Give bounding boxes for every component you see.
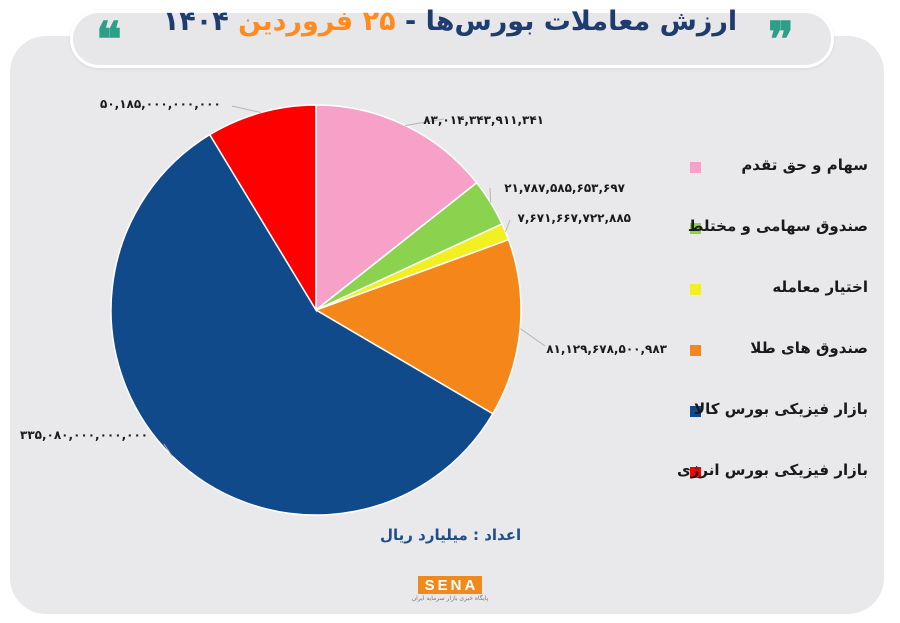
title-date: ۲۵ فروردین <box>238 6 396 37</box>
leader-line <box>163 443 173 457</box>
legend-item-stocks: سهام و حق تقدم <box>690 152 880 213</box>
legend: سهام و حق تقدم صندوق سهامی و مختلط اختیا… <box>677 152 880 518</box>
leader-line <box>505 219 511 232</box>
title-main: ارزش معاملات بورس‌ها - <box>395 6 738 37</box>
legend-swatch <box>690 223 701 234</box>
legend-swatch <box>690 284 701 295</box>
legend-item-energy-exchange: بازار فیزیکی بورس انرژی <box>677 457 880 518</box>
legend-swatch <box>690 406 701 417</box>
chart-title: ارزش معاملات بورس‌ها - ۲۵ فروردین ۱۴۰۴ <box>0 6 900 37</box>
legend-label: بازار فیزیکی بورس انرژی <box>676 461 868 479</box>
data-label: ۸۳,۰۱۴,۳۴۳,۹۱۱,۳۴۱ <box>423 113 544 127</box>
leader-line <box>519 328 546 347</box>
data-label: ۸۱,۱۲۹,۶۷۸,۵۰۰,۹۸۳ <box>546 342 667 356</box>
data-label: ۵۰,۱۸۵,۰۰۰,۰۰۰,۰۰۰ <box>100 97 221 111</box>
legend-item-gold-funds: صندوق های طلا <box>690 335 880 396</box>
legend-label: صندوق های طلا <box>750 339 868 357</box>
title-banner <box>70 10 834 68</box>
leader-line <box>489 187 492 203</box>
legend-swatch <box>690 467 701 478</box>
quote-close-icon: ❞ <box>768 12 794 68</box>
logo-wordmark: SENA <box>417 576 483 594</box>
data-label: ۳۳۵,۰۸۰,۰۰۰,۰۰۰,۰۰۰ <box>20 428 148 442</box>
legend-label: اختیار معامله <box>772 278 868 296</box>
legend-item-options: اختیار معامله <box>690 274 880 335</box>
legend-label: صندوق سهامی و مختلط <box>687 217 868 235</box>
legend-label: سهام و حق تقدم <box>741 156 868 174</box>
data-label: ۲۱,۷۸۷,۵۸۵,۶۵۳,۶۹۷ <box>504 181 625 195</box>
title-year: ۱۴۰۴ <box>162 6 239 37</box>
sena-logo: SENA پایگاه خبری بازار سرمایه ایران <box>409 575 491 602</box>
legend-item-mixed-funds: صندوق سهامی و مختلط <box>687 213 880 274</box>
logo-tagline: پایگاه خبری بازار سرمایه ایران <box>411 595 489 602</box>
legend-swatch <box>690 162 701 173</box>
legend-item-commodity-exchange: بازار فیزیکی بورس کالا <box>690 396 880 457</box>
units-note: اعداد : میلیارد ریال <box>380 526 522 544</box>
leader-line <box>405 118 445 126</box>
legend-swatch <box>690 345 701 356</box>
quote-open-icon: ❝ <box>96 12 122 68</box>
leader-line <box>231 105 261 114</box>
legend-label: بازار فیزیکی بورس کالا <box>693 400 868 418</box>
data-label: ۷,۶۷۱,۶۶۷,۷۲۲,۸۸۵ <box>518 211 631 225</box>
